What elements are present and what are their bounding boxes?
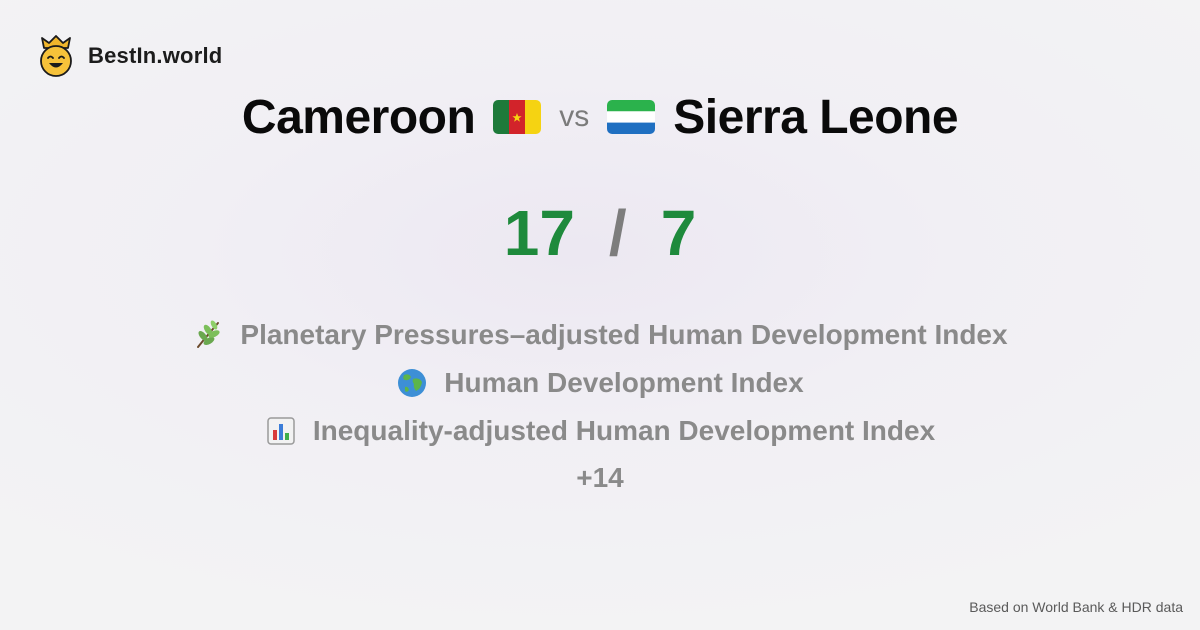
left-score: 17 xyxy=(503,197,575,269)
globe-icon xyxy=(398,369,427,397)
left-country-name: Cameroon xyxy=(241,90,476,144)
cameroon-flag-icon xyxy=(493,100,542,134)
sierra-leone-flag-icon xyxy=(607,100,656,134)
score: 17 / 7 xyxy=(0,196,1200,270)
category-label: Human Development Index xyxy=(444,367,804,398)
vs-label: vs xyxy=(559,100,590,133)
right-score: 7 xyxy=(660,197,697,269)
brand-name: BestIn.world xyxy=(88,43,223,68)
comparison-title: Cameroon vs Sierra Leone xyxy=(0,82,1200,152)
category-item: Human Development Index xyxy=(0,363,1200,403)
crowned-smiley-icon xyxy=(40,35,72,77)
herb-icon xyxy=(197,320,220,348)
right-country-name: Sierra Leone xyxy=(673,90,959,144)
more-categories-count: +14 xyxy=(576,462,624,493)
data-source-note: Based on World Bank & HDR data xyxy=(969,599,1183,615)
category-item: Inequality-adjusted Human Development In… xyxy=(0,411,1200,451)
category-item: Planetary Pressures–adjusted Human Devel… xyxy=(0,315,1200,355)
bar-chart-icon xyxy=(267,417,295,445)
category-label: Inequality-adjusted Human Development In… xyxy=(312,415,936,446)
brand[interactable]: BestIn.world xyxy=(38,35,222,77)
score-separator: / xyxy=(608,197,627,269)
category-label: Planetary Pressures–adjusted Human Devel… xyxy=(240,319,1008,350)
